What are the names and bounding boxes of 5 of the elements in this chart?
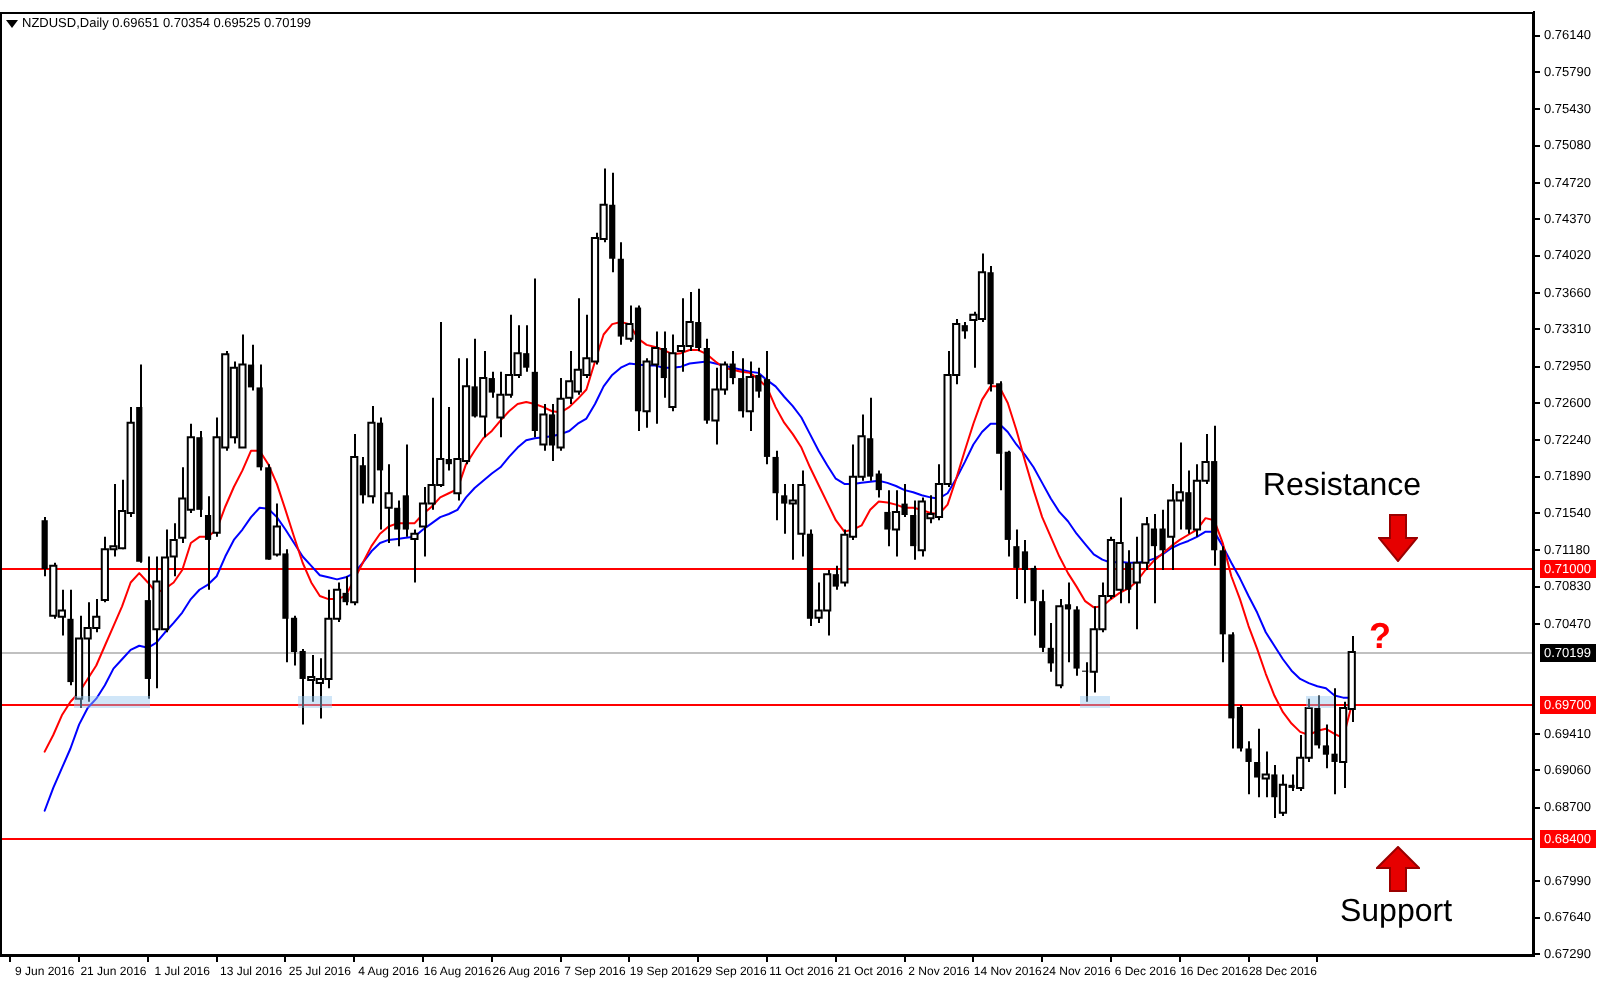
- candlestick: [772, 449, 779, 522]
- annotation: Support: [1339, 894, 1454, 929]
- annotation: Resistance: [1262, 468, 1422, 503]
- candlestick: [1021, 538, 1029, 605]
- text: ?: [1369, 615, 1391, 656]
